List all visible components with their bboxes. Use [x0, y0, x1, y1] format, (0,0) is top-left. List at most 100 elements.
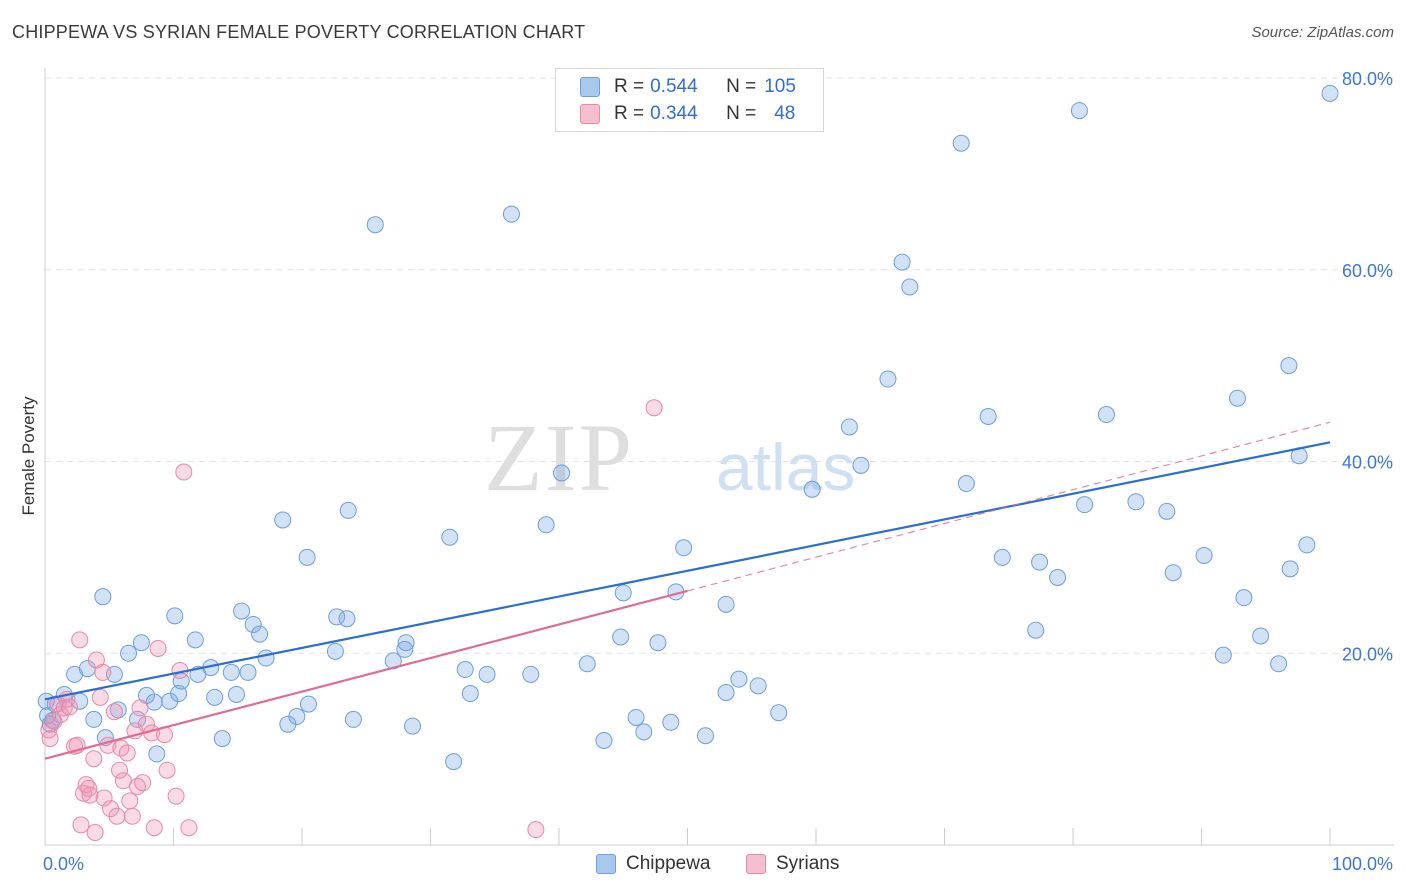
chippewa-point [120, 644, 138, 662]
y-tick-label: 40.0% [1342, 453, 1393, 473]
axes [44, 68, 1394, 846]
chippewa-legend-label: Chippewa [626, 853, 711, 874]
chippewa-point [222, 663, 240, 681]
y-axis-label: Female Poverty [19, 396, 38, 516]
n-label: N = [726, 103, 757, 124]
chippewa-point [338, 610, 356, 628]
chippewa-point [595, 731, 613, 749]
syrian-trend-line [44, 589, 688, 760]
syrian-point [134, 774, 152, 792]
chippewa-point [396, 640, 414, 658]
syrian-point [114, 772, 132, 790]
syrian-point [94, 663, 112, 681]
chippewa-point [553, 464, 571, 482]
syrian-point [45, 712, 63, 730]
series-syrians [40, 399, 663, 842]
chippewa-point [993, 548, 1011, 566]
gridlines [45, 77, 1394, 654]
syrian-point [72, 816, 90, 834]
chippewa-point [404, 717, 422, 735]
syrian-point [108, 807, 126, 825]
r-value: 0.344 [650, 103, 698, 124]
chippewa-point [166, 607, 184, 625]
chippewa-point [852, 456, 870, 474]
chippewa-point [326, 642, 344, 660]
chippewa-point [1321, 84, 1339, 102]
chippewa-point [522, 665, 540, 683]
chippewa-point [233, 602, 251, 620]
syrian-point [111, 761, 129, 779]
chippewa-point [952, 134, 970, 152]
chippewa-point [717, 684, 735, 702]
chippewa-point [537, 516, 555, 534]
chippewa-point [879, 370, 897, 388]
chippewa-point [339, 501, 357, 519]
chippewa-point [1049, 569, 1067, 587]
syrian-point [527, 821, 545, 839]
chippewa-point [384, 652, 402, 670]
chippewa-point [288, 708, 306, 726]
chippewa-point [1270, 655, 1288, 673]
chippewa-point [94, 588, 112, 606]
syrian-point [121, 792, 139, 810]
chippewa-legend-swatch [596, 854, 616, 874]
chippewa-point [627, 708, 645, 726]
syrian-point [41, 730, 59, 748]
stats-row-syrians: R = 0.344 N = 48 [580, 101, 795, 127]
chippewa-point [251, 625, 269, 643]
syrian-point [180, 819, 198, 837]
r-label: R = [614, 103, 645, 124]
chippewa-point [461, 685, 479, 703]
syrian-point [95, 789, 113, 807]
syrian-point [105, 703, 123, 721]
chippewa-point [649, 634, 667, 652]
watermark-atlas: atlas [716, 430, 855, 504]
chippewa-point [145, 693, 163, 711]
chippewa-point [1228, 389, 1246, 407]
chippewa-point [675, 539, 693, 557]
y-tick-label: 20.0% [1342, 644, 1393, 664]
chippewa-point [328, 608, 346, 626]
chippewa-point [1281, 560, 1299, 578]
chippewa-point [1097, 406, 1115, 424]
legend-item-syrians: Syrians [746, 851, 839, 877]
n-label: N = [726, 76, 757, 97]
chippewa-point [979, 407, 997, 425]
chippewa-point [730, 670, 748, 688]
r-label: R = [614, 76, 645, 97]
chippewa-point [770, 704, 788, 722]
syrians-swatch [580, 104, 600, 124]
syrian-point [645, 399, 663, 417]
chippewa-point [298, 548, 316, 566]
syrian-point [118, 744, 136, 762]
syrian-point [145, 819, 163, 837]
chippewa-point [456, 661, 474, 679]
chippewa-point [239, 663, 257, 681]
stats-legend: R = 0.544 N = 105 R = 0.344 N = 48 [555, 68, 824, 132]
syrians-legend-label: Syrians [776, 853, 840, 874]
trend-lines [44, 421, 1331, 760]
syrian-point [85, 750, 103, 768]
chippewa-point [206, 688, 224, 706]
chippewa-point [717, 595, 735, 613]
chippewa-point [170, 685, 188, 703]
watermark: ZIP atlas [484, 404, 855, 511]
chippewa-point [1031, 553, 1049, 571]
chippewa-point [1164, 564, 1182, 582]
chippewa-point [1158, 502, 1176, 520]
chippewa-point [213, 730, 231, 748]
chippewa-point [1235, 589, 1253, 607]
chippewa-point [803, 480, 821, 498]
chippewa-point [186, 631, 204, 649]
n-value: 48 [774, 103, 796, 124]
chippewa-trend-line [44, 441, 1331, 701]
chippewa-point [957, 475, 975, 493]
y-tick-label: 80.0% [1342, 69, 1393, 89]
chippewa-point [244, 615, 262, 633]
chippewa-point [662, 713, 680, 731]
chippewa-point [1252, 627, 1270, 645]
chippewa-point [1214, 646, 1232, 664]
chippewa-point [749, 677, 767, 695]
syrian-point [81, 786, 99, 804]
chippewa-point [901, 278, 919, 296]
